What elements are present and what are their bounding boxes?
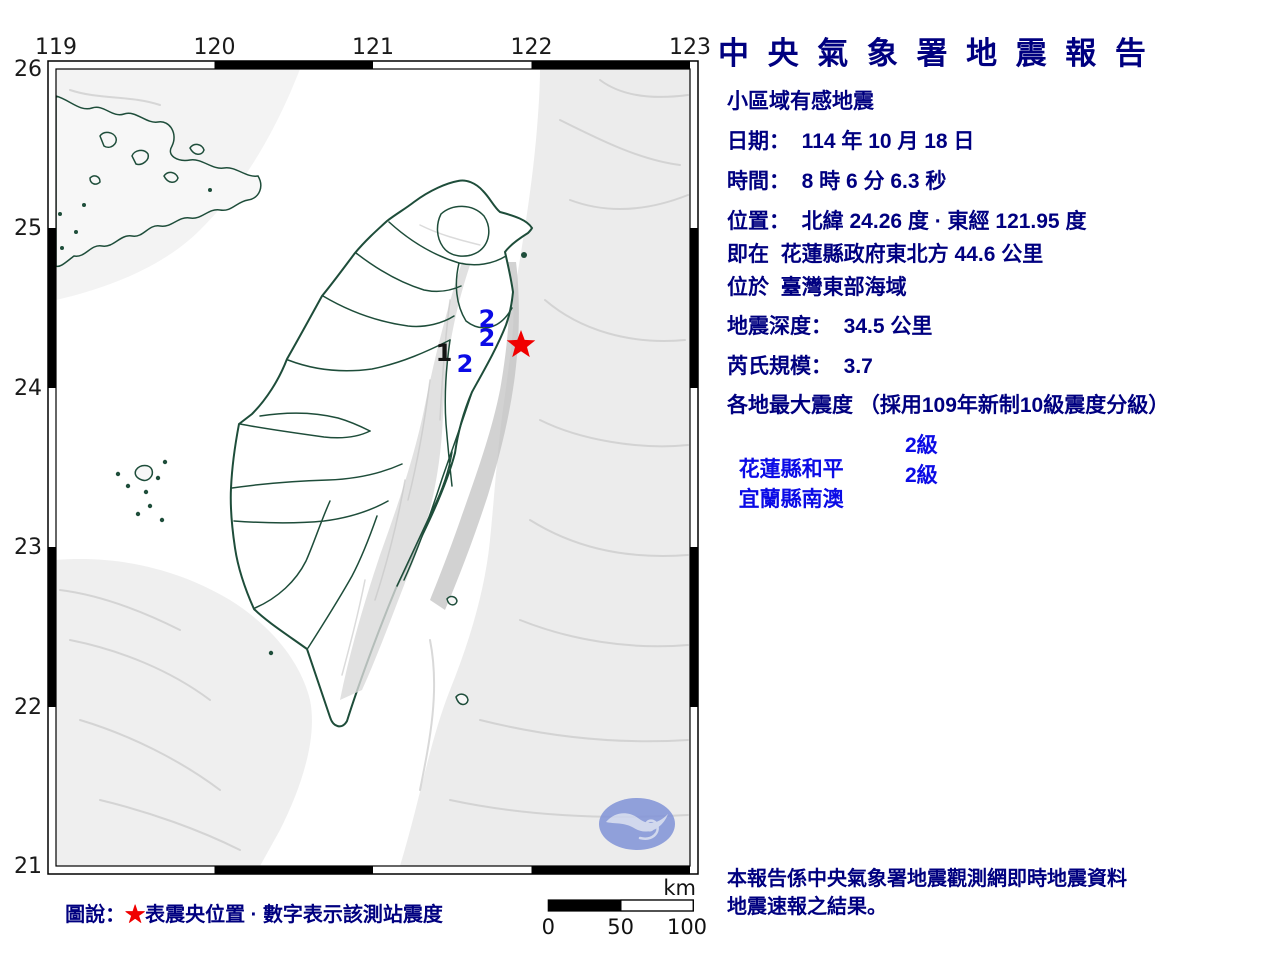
mountain-streaks xyxy=(341,224,481,676)
page-title: 中 央 氣 象 署 地 震 報 告 xyxy=(718,36,1151,71)
magnitude-line: 芮氏規模： 3.7 xyxy=(727,355,873,378)
green-island xyxy=(446,595,458,606)
footnote-line-2: 地震速報之結果。 xyxy=(727,896,887,918)
scale-tick: 50 xyxy=(607,915,634,939)
east-islands xyxy=(268,252,527,706)
station-row: 花蓮縣和平 2級 xyxy=(727,434,938,506)
longitude-tick-labels: 119 120 121 122 123 xyxy=(35,35,711,60)
station-name: 花蓮縣和平 xyxy=(738,458,844,481)
report-subtitle: 小區域有感地震 xyxy=(727,90,874,113)
intensity-header: 各地最大震度 （採用109年新制10級震度分級） xyxy=(727,394,1170,417)
legend-prefix: 圖說： xyxy=(65,904,126,926)
scale-tick: 100 xyxy=(667,915,707,939)
time-line: 時間： 8 時 6 分 6.3 秒 xyxy=(727,170,947,193)
depth-line: 地震深度： 34.5 公里 xyxy=(727,315,933,338)
station-mark: 2 xyxy=(479,324,496,352)
station-mark: 2 xyxy=(479,305,496,333)
lon-tick: 119 xyxy=(35,35,77,60)
scale-tick: 0 xyxy=(542,915,555,939)
station-intensity: 2級 xyxy=(905,464,938,487)
station-name: 宜蘭縣南澳 xyxy=(738,488,844,511)
county-borders xyxy=(231,205,513,649)
taiwan-outline xyxy=(229,179,534,728)
map-content: 2 2 1 2 xyxy=(56,69,690,866)
lat-tick: 24 xyxy=(14,376,42,401)
lon-tick: 122 xyxy=(511,35,553,60)
legend-suffix: 表震央位置 · 數字表示該測站震度 xyxy=(145,904,443,926)
lat-tick: 21 xyxy=(14,854,42,879)
bathymetry-southwest xyxy=(56,559,312,866)
bathymetry-east xyxy=(400,69,690,866)
china-islands xyxy=(58,131,212,250)
cwa-logo-icon xyxy=(599,798,675,850)
scale-bar: km 0 50 100 xyxy=(542,876,707,939)
map-frame xyxy=(47,60,699,875)
scale-unit: km xyxy=(663,876,696,900)
lat-tick: 25 xyxy=(14,216,42,241)
station-intensity: 2級 xyxy=(905,434,938,457)
relative-location-line: 即在 花蓮縣政府東北方 44.6 公里 xyxy=(727,243,1044,266)
epicenter-star-icon xyxy=(506,330,536,358)
date-line: 日期： 114 年 10 月 18 日 xyxy=(727,130,975,153)
station-mark: 1 xyxy=(436,339,453,367)
station-intensity-marks: 2 2 1 2 xyxy=(436,305,496,378)
mountain-shading xyxy=(340,262,470,700)
lat-tick: 23 xyxy=(14,535,42,560)
latitude-tick-labels: 26 25 24 23 22 21 xyxy=(14,57,42,879)
lon-tick: 121 xyxy=(352,35,394,60)
liuqiu-island xyxy=(268,650,274,656)
orchid-island xyxy=(455,693,469,706)
penghu-islands xyxy=(115,459,168,523)
lat-tick: 22 xyxy=(14,695,42,720)
footnote-line-1: 本報告係中央氣象署地震觀測網即時地震資料 xyxy=(727,868,1127,890)
legend: 圖說：★表震央位置 · 數字表示該測站震度 xyxy=(54,875,443,927)
region-line: 位於 臺灣東部海域 xyxy=(727,276,907,299)
epicenter-star-legend-icon: ★ xyxy=(125,904,146,926)
location-line: 位置： 北緯 24.26 度 · 東經 121.95 度 xyxy=(727,210,1087,233)
guishan-island xyxy=(521,252,527,258)
lon-tick: 120 xyxy=(194,35,236,60)
lat-tick: 26 xyxy=(14,57,42,82)
station-row: 宜蘭縣南澳 2級 xyxy=(727,464,938,536)
station-mark: 2 xyxy=(457,350,474,378)
lon-tick: 123 xyxy=(669,35,711,60)
